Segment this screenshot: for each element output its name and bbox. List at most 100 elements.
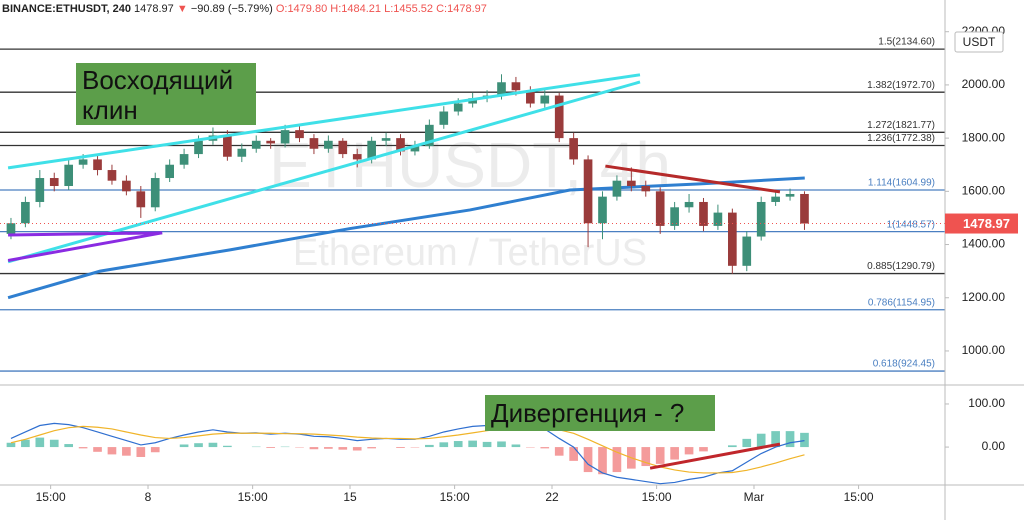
macd-pane — [6, 422, 809, 485]
change: −90.89 (−5.79%) — [191, 3, 273, 15]
trendline — [7, 73, 641, 170]
candle-body — [49, 178, 59, 187]
y-tick-label: 1200.00 — [962, 290, 1006, 304]
macd-histogram-bar — [554, 447, 564, 456]
candle-body — [670, 207, 679, 226]
symbol: BINANCE:ETHUSDT, 240 — [2, 3, 131, 15]
macd-histogram-bar — [439, 442, 449, 448]
candle-body — [165, 164, 174, 179]
candle-body — [655, 191, 665, 226]
macd-macd-line — [10, 422, 805, 485]
candle-body — [150, 178, 160, 208]
candle-body — [381, 138, 391, 141]
fib-label: 1.236(1772.38) — [867, 133, 935, 144]
macd-histogram-bar — [338, 447, 348, 450]
y-tick-label: 1800.00 — [962, 130, 1006, 144]
candle-body — [800, 193, 809, 224]
x-tick-label: 15 — [343, 490, 357, 504]
macd-histogram-bar — [208, 442, 218, 448]
macd-histogram-bar — [122, 447, 131, 456]
macd-histogram-bar — [223, 445, 232, 448]
fib-label: 1.272(1821.77) — [867, 120, 935, 131]
candle-body — [122, 180, 131, 192]
macd-histogram-bar — [655, 447, 665, 464]
candle-body — [511, 82, 521, 91]
macd-tick-label: 100.00 — [968, 396, 1005, 410]
trendline — [7, 231, 163, 262]
candle-body — [612, 180, 622, 197]
macd-histogram-bar — [35, 437, 45, 448]
macd-histogram-bar — [367, 447, 376, 449]
candle-body — [728, 212, 737, 266]
candle-body — [699, 201, 708, 226]
x-tick-label: 15:00 — [36, 490, 66, 504]
y-tick-label: 1600.00 — [962, 183, 1006, 197]
candle-body — [21, 201, 30, 224]
macd-histogram-bar — [78, 447, 88, 449]
macd-histogram-bar — [425, 444, 434, 448]
fib-label: 1.382(1972.70) — [867, 80, 935, 91]
macd-histogram-bar — [497, 441, 506, 448]
macd-histogram-bar — [6, 442, 16, 448]
y-tick-label: 1000.00 — [962, 343, 1006, 357]
fib-label: 1.5(2134.60) — [878, 37, 935, 48]
candle-body — [179, 154, 189, 165]
currency-box[interactable] — [954, 31, 1004, 53]
macd-histogram-bar — [771, 431, 780, 448]
fib-label: 1(1448.57) — [887, 219, 935, 230]
x-tick-label: 22 — [545, 490, 559, 504]
macd-histogram-bar — [194, 443, 203, 448]
ohlc-close: C:1478.97 — [436, 3, 487, 15]
candle-body — [6, 223, 16, 234]
candle-body — [280, 130, 290, 144]
candle-body — [598, 196, 607, 224]
price-pane: 1.5(2134.60) 1.382(1972.70) 1.272(1821.77)… — [0, 37, 945, 372]
candle-body — [569, 138, 578, 160]
candle-body — [78, 159, 88, 165]
macd-histogram-bar — [583, 447, 593, 473]
macd-histogram-bar — [352, 447, 362, 451]
candle-body — [713, 212, 723, 226]
x-tick-label: Mar — [744, 490, 765, 504]
fib-label: 0.618(924.45) — [873, 359, 935, 370]
candle-body — [641, 186, 651, 192]
macd-histogram-bar — [756, 433, 766, 448]
macd-histogram-bar — [309, 447, 319, 450]
macd-histogram-bar — [396, 447, 405, 448]
candle-body — [367, 140, 376, 160]
candle-body — [295, 130, 304, 139]
macd-histogram-bar — [785, 431, 795, 448]
x-tick-label: 15:00 — [440, 490, 470, 504]
fib-label: 0.885(1290.79) — [867, 261, 935, 272]
candle-body — [107, 170, 117, 181]
macd-histogram-bar — [569, 447, 578, 461]
arrow: ▼ — [177, 3, 188, 15]
macd-histogram-bar — [511, 444, 521, 448]
last-price-box — [945, 213, 1018, 234]
x-tick-label: 15:00 — [844, 490, 874, 504]
macd-histogram-bar — [800, 432, 809, 448]
macd-histogram-bar — [107, 447, 117, 455]
candle-body — [497, 82, 506, 96]
candle-body — [309, 138, 319, 149]
candle-body — [223, 135, 232, 157]
macd-trendline — [649, 442, 781, 470]
macd-histogram-bar — [598, 447, 607, 475]
candle-body — [136, 191, 146, 208]
macd-histogram-bar — [324, 447, 333, 449]
candle-body — [194, 140, 203, 155]
macd-histogram-bar — [64, 444, 74, 448]
candle-body — [439, 111, 449, 125]
fib-label: 1.114(1604.99) — [868, 178, 935, 189]
candle-body — [425, 124, 434, 147]
moving-average — [7, 176, 805, 300]
currency-label[interactable]: USDT — [963, 35, 996, 49]
watermark-subtitle: Ethereum / TetherUS — [293, 232, 647, 274]
x-tick-label: 15:00 — [642, 490, 672, 504]
x-tick-label: 8 — [145, 490, 152, 504]
macd-histogram-bar — [93, 447, 102, 452]
trendline — [8, 231, 163, 237]
macd-histogram-bar — [49, 439, 59, 448]
